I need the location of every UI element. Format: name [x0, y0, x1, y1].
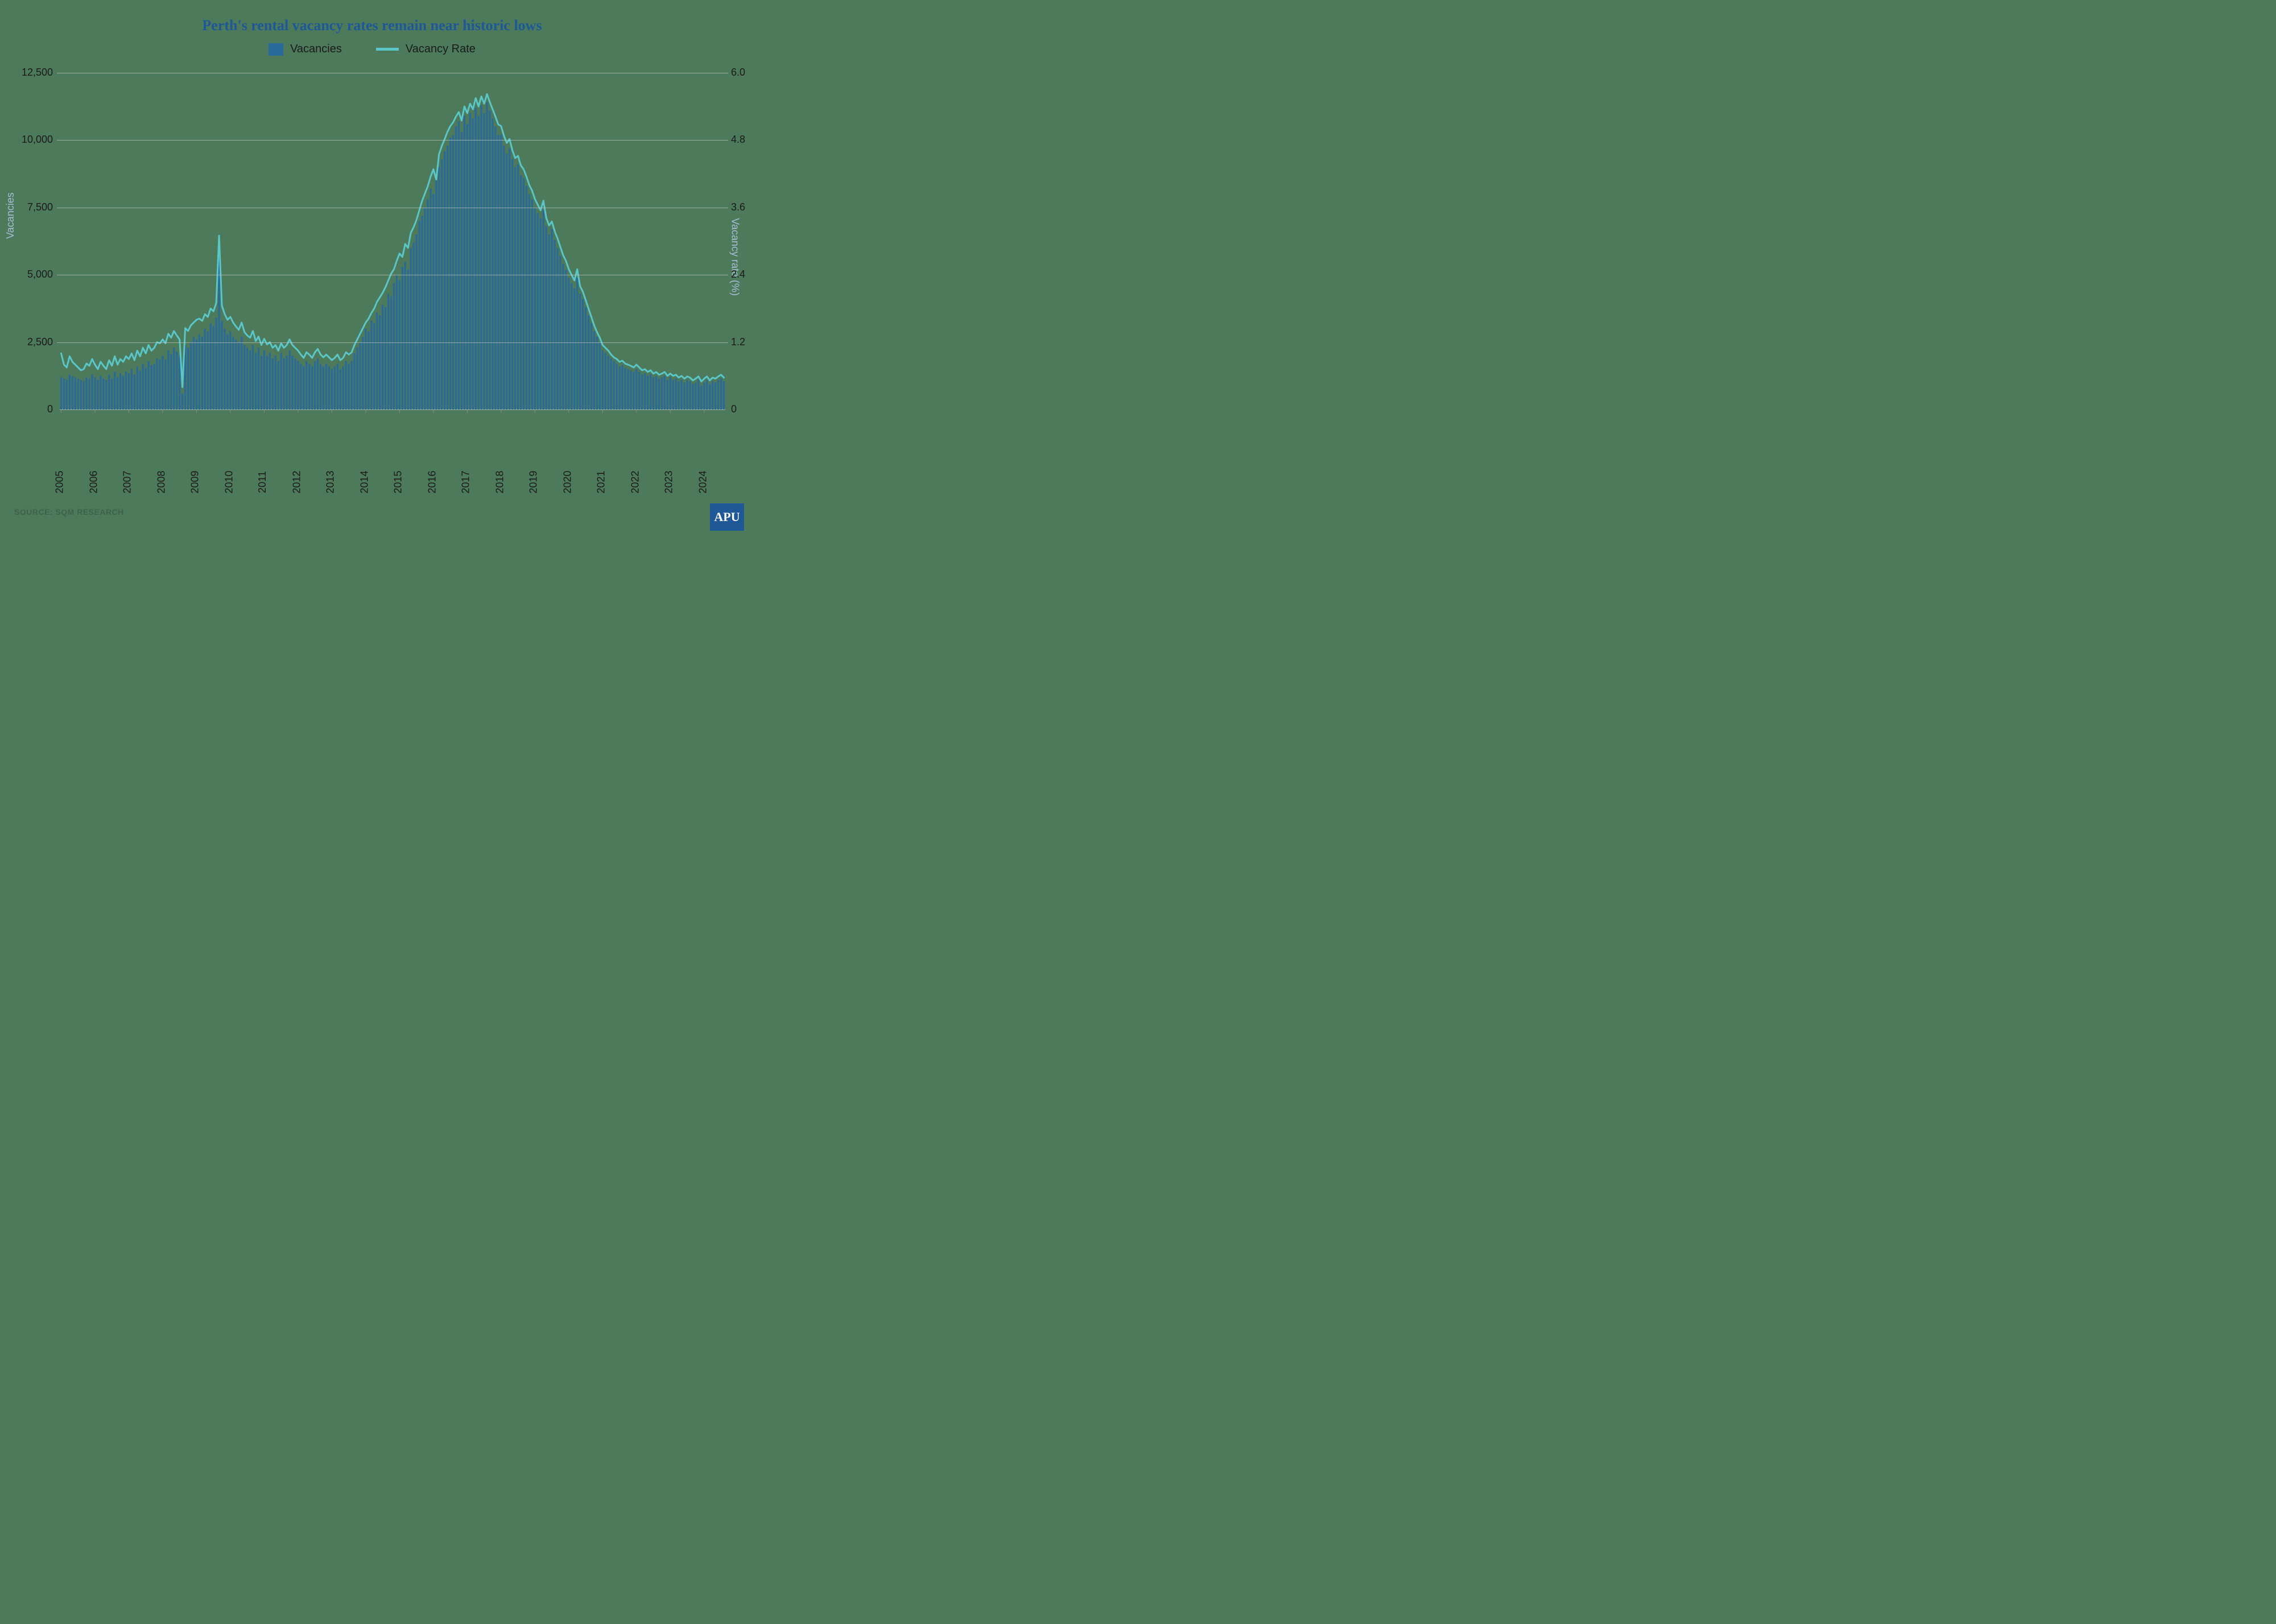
y-right-tick: 0: [731, 403, 754, 415]
y-right-tick: 1.2: [731, 336, 754, 348]
x-tick: 2008: [155, 470, 167, 493]
x-tick: 2007: [122, 470, 134, 493]
x-tick: 2017: [460, 470, 472, 493]
x-tick: 2015: [393, 470, 404, 493]
x-tick: 2014: [358, 470, 370, 493]
plot-area: 02,5005,0007,50010,00012,50001.22.43.64.…: [57, 67, 728, 454]
y-left-tick: 7,500: [22, 201, 53, 213]
legend-label-bar: Vacancies: [290, 43, 342, 56]
y-right-tick: 6.0: [731, 67, 754, 78]
x-tick: 2019: [528, 470, 540, 493]
legend-swatch-bar: [269, 43, 283, 56]
legend-item-bar: Vacancies: [269, 43, 342, 56]
source-attribution: SOURCE: SQM RESEARCH: [14, 507, 124, 516]
x-tick: 2021: [596, 470, 608, 493]
x-tick: 2013: [325, 470, 337, 493]
chart-legend: Vacancies Vacancy Rate: [17, 43, 727, 56]
y-right-tick: 4.8: [731, 134, 754, 146]
y-left-tick: 5,000: [22, 268, 53, 280]
x-tick: 2023: [663, 470, 675, 493]
legend-label-line: Vacancy Rate: [406, 43, 476, 56]
y-axis-left-title: Vacancies: [5, 192, 16, 239]
x-tick: 2024: [697, 470, 709, 493]
x-tick: 2006: [88, 470, 100, 493]
x-tick: 2005: [54, 470, 66, 493]
chart-title: Perth's rental vacancy rates remain near…: [17, 17, 727, 34]
x-tick: 2018: [494, 470, 506, 493]
x-tick: 2016: [426, 470, 438, 493]
x-tick: 2022: [629, 470, 641, 493]
y-left-tick: 10,000: [22, 134, 53, 146]
legend-item-line: Vacancy Rate: [376, 43, 476, 56]
x-tick: 2012: [291, 470, 303, 493]
chart-container: Perth's rental vacancy rates remain near…: [0, 0, 744, 531]
plot-svg: [57, 67, 728, 454]
brand-logo: APU: [710, 503, 744, 531]
y-left-tick: 12,500: [22, 67, 53, 78]
legend-swatch-line: [376, 48, 399, 51]
y-left-tick: 0: [22, 403, 53, 415]
y-right-tick: 2.4: [731, 268, 754, 280]
y-left-tick: 2,500: [22, 336, 53, 348]
x-tick: 2009: [189, 470, 201, 493]
y-axis-right-title: Vacancy rate (%): [729, 218, 741, 296]
x-tick: 2020: [561, 470, 573, 493]
y-right-tick: 3.6: [731, 201, 754, 213]
x-tick: 2010: [223, 470, 235, 493]
x-tick: 2011: [257, 471, 269, 493]
